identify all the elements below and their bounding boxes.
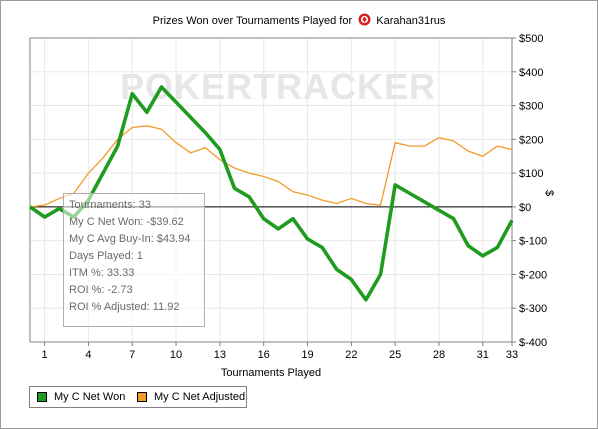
tooltip-line: ROI % Adjusted: 11.92 [69,301,180,313]
poker-spade-chip-icon [358,13,371,29]
x-tick-label: 28 [433,349,445,361]
legend: My C Net Won My C Net Adjusted [29,386,247,408]
tooltip-line: Days Played: 1 [69,250,143,262]
y-tick-label: $0 [519,202,531,214]
x-axis-ticks: 1 4 7 10 13 16 19 22 25 28 31 33 [42,342,518,361]
y-tick-label: $-100 [519,236,547,248]
y-tick-label: $-400 [519,337,547,349]
x-tick-label: 16 [258,349,270,361]
x-tick-label: 1 [42,349,48,361]
y-tick-label: $300 [519,101,543,113]
y-tick-label: $200 [519,134,543,146]
x-axis-title: Tournaments Played [220,367,322,379]
tooltip-line: My C Net Won: -$39.62 [69,216,184,228]
y-tick-label: $100 [519,168,543,180]
y-axis-title: $ [543,190,555,197]
watermark-logo: POKERTRACKER [120,66,436,107]
y-tick-label: $-200 [519,269,547,281]
x-tick-label: 33 [506,349,518,361]
y-tick-label: $500 [519,33,543,45]
plot-area-border [29,37,513,343]
x-tick-label: 13 [214,349,226,361]
legend-item-net-adjusted[interactable]: My C Net Adjusted [137,391,245,403]
tooltip-line: My C Avg Buy-In: $43.94 [69,233,191,245]
y-tick-label: $400 [519,67,543,79]
x-tick-label: 10 [170,349,182,361]
y-tick-label: $-300 [519,303,547,315]
player-name: Karahan31rus [376,15,446,27]
stats-tooltip: Tournaments: 33 My C Net Won: -$39.62 My… [63,193,205,327]
tooltip-line: Tournaments: 33 [69,199,151,211]
series-line-net-won [28,85,514,302]
x-tick-label: 25 [389,349,401,361]
chart-title-text: Prizes Won over Tournaments Played for [152,15,353,27]
tooltip-line: ITM %: 33.33 [69,267,135,279]
legend-label: My C Net Won [54,391,126,403]
x-tick-label: 22 [345,349,357,361]
legend-swatch-icon [37,392,47,402]
y-axis-ticks: $500 $400 $300 $200 $100 $0 $-100 $-200 $-300 $-4… [512,33,547,349]
x-tick-label: 4 [85,349,91,361]
x-tick-label: 19 [301,349,313,361]
legend-swatch-icon [137,392,147,402]
legend-label: My C Net Adjusted [154,391,246,403]
series-line-net-adjusted [29,125,513,208]
chart-title: Prizes Won over Tournaments Played for K… [0,13,598,29]
tooltip-line: ROI %: -2.73 [69,284,133,296]
legend-item-net-won[interactable]: My C Net Won [37,391,125,403]
x-tick-label: 31 [477,349,489,361]
x-tick-label: 7 [129,349,135,361]
